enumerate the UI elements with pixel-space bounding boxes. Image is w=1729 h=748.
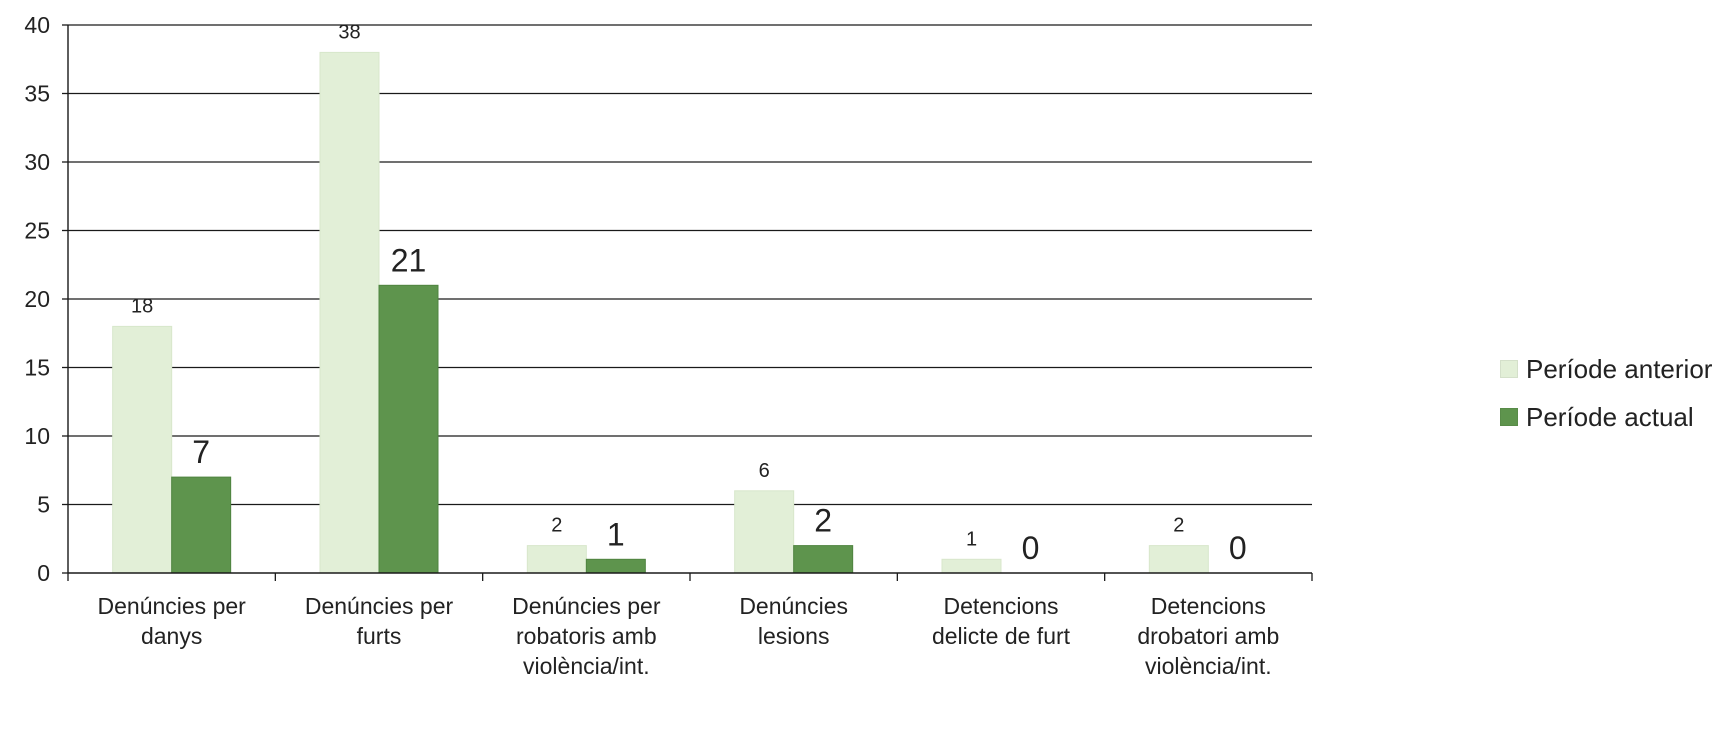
y-tick-label: 0 bbox=[37, 560, 50, 586]
x-category-label-line: lesions bbox=[758, 623, 830, 649]
x-category-label-line: violència/int. bbox=[1145, 653, 1272, 679]
x-category-label-line: danys bbox=[141, 623, 202, 649]
x-category-label-line: Detencions bbox=[943, 593, 1058, 619]
legend-swatch-previous bbox=[1500, 360, 1518, 378]
y-tick-label: 10 bbox=[24, 423, 50, 449]
y-tick-label: 25 bbox=[24, 218, 50, 244]
data-label-previous: 2 bbox=[551, 515, 562, 537]
data-label-previous: 6 bbox=[759, 460, 770, 482]
bar-previous bbox=[734, 490, 795, 574]
bar-previous bbox=[112, 325, 173, 574]
data-label-current: 2 bbox=[814, 503, 832, 539]
y-tick-label: 35 bbox=[24, 81, 50, 107]
legend-label-previous: Període anterior bbox=[1526, 353, 1713, 384]
y-tick-label: 15 bbox=[24, 355, 50, 381]
data-label-previous: 38 bbox=[338, 21, 360, 43]
bar-previous bbox=[319, 51, 380, 574]
x-category-label-line: furts bbox=[357, 623, 402, 649]
x-category-label: Denúncies per robatoris amb violència/int. bbox=[512, 593, 661, 679]
x-category-label-line: violència/int. bbox=[523, 653, 650, 679]
x-category-label: Detencions drobatori amb violència/int. bbox=[1137, 593, 1279, 679]
legend-swatch-current bbox=[1500, 408, 1518, 426]
data-label-current: 0 bbox=[1022, 530, 1040, 566]
gridlines bbox=[68, 24, 1312, 506]
legend-item-previous: Període anterior bbox=[1500, 345, 1712, 393]
y-axis-ticks: 0 5 10 15 20 25 30 35 40 bbox=[24, 12, 68, 586]
y-tick-label: 20 bbox=[24, 286, 50, 312]
x-category-label-line: Denúncies per bbox=[512, 593, 661, 619]
data-label-previous: 2 bbox=[1173, 515, 1184, 537]
x-category-label-line: drobatori amb bbox=[1137, 623, 1279, 649]
data-label-current: 7 bbox=[192, 434, 210, 470]
data-label-current: 21 bbox=[391, 242, 427, 278]
bar-current bbox=[378, 284, 439, 574]
x-category-label-line: delicte de furt bbox=[932, 623, 1071, 649]
x-category-label-line: robatoris amb bbox=[516, 623, 657, 649]
bar-current bbox=[171, 476, 232, 574]
y-tick-label: 5 bbox=[37, 492, 50, 518]
data-label-previous: 1 bbox=[966, 528, 977, 550]
legend-label-current: Període actual bbox=[1526, 401, 1694, 432]
data-label-previous: 18 bbox=[131, 295, 153, 317]
x-category-label: Denúncies per danys bbox=[98, 593, 247, 649]
x-category-label: Detencions delicte de furt bbox=[932, 593, 1071, 649]
x-category-label: Denúncies per furts bbox=[305, 593, 454, 649]
bar-previous bbox=[941, 558, 1002, 574]
x-category-label-line: Denúncies per bbox=[305, 593, 454, 619]
legend: Període anterior Període actual bbox=[1500, 345, 1712, 441]
bars bbox=[112, 51, 1209, 574]
data-label-current: 0 bbox=[1229, 530, 1247, 566]
bar-previous bbox=[1148, 545, 1209, 574]
axes bbox=[67, 25, 1313, 581]
y-tick-label: 30 bbox=[24, 149, 50, 175]
bar-current bbox=[585, 558, 646, 574]
bar-previous bbox=[526, 545, 587, 574]
bar-current bbox=[793, 545, 854, 574]
x-category-label: Denúncies lesions bbox=[739, 593, 848, 649]
data-label-current: 1 bbox=[607, 516, 625, 552]
x-category-label-line: Detencions bbox=[1151, 593, 1266, 619]
legend-item-current: Període actual bbox=[1500, 393, 1712, 441]
x-category-label-line: Denúncies per bbox=[98, 593, 247, 619]
x-category-label-line: Denúncies bbox=[739, 593, 848, 619]
y-tick-label: 40 bbox=[24, 12, 50, 38]
